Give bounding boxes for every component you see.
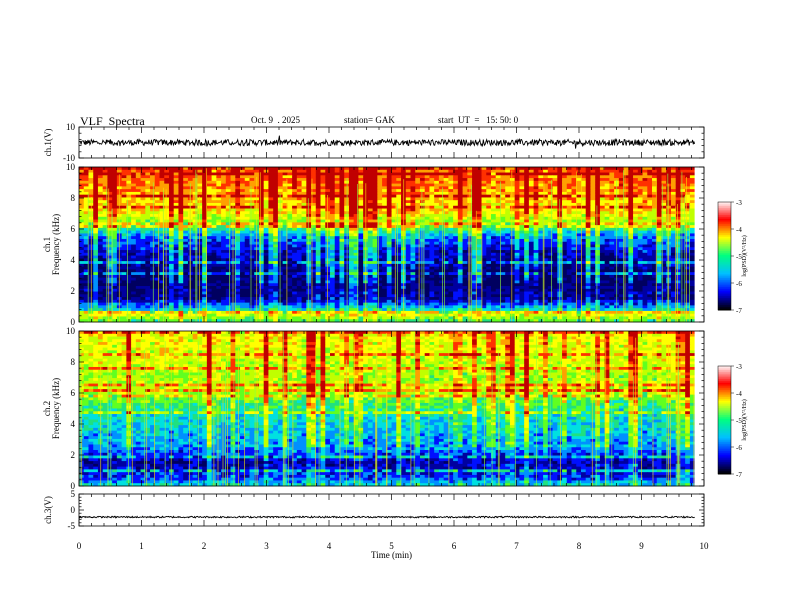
ch2-spectrogram-ytick-label: 2 [71, 450, 76, 460]
ch1-waveform-line [78, 135, 696, 149]
ch1-spectrogram-ylabel: Frequency (kHz) [51, 214, 61, 275]
ch1-spectrogram-colorbar-tick: -4 [736, 226, 742, 234]
ch2-spectrogram-ylabel: Frequency (kHz) [51, 378, 61, 439]
ch2-spectrogram-panel-label: ch.2 [42, 401, 52, 416]
ch1-spectrogram-colorbar-tick: -6 [736, 280, 742, 288]
x-axis-label: Time (min) [371, 550, 412, 560]
station-label: station= GAK [344, 115, 395, 125]
x-tick-label: 7 [514, 541, 519, 551]
ch2-spectrogram-colorbar-tick: -3 [736, 363, 742, 371]
ch2-spectrogram-ytick-label: 8 [71, 357, 76, 367]
x-tick-label: 8 [577, 541, 582, 551]
ch2-spectrogram-ytick-label: 0 [71, 481, 76, 491]
x-tick-label: 6 [452, 541, 457, 551]
ch2-spectrogram-colorbar-tick: -6 [736, 444, 742, 452]
ch2-spectrogram-colorbar-tick: -7 [736, 471, 742, 479]
x-tick-label: 10 [700, 541, 710, 551]
ch1-spectrogram-ytick-label: 8 [71, 193, 76, 203]
x-tick-label: 2 [202, 541, 207, 551]
x-tick-label: 9 [639, 541, 644, 551]
x-tick-label: 3 [264, 541, 269, 551]
ch2-spectrogram-ytick-label: 10 [66, 326, 76, 336]
ch3-waveform-ytick-label: 0 [71, 505, 76, 515]
ch2-spectrogram-ticks [78, 330, 705, 487]
ch2-spectrogram-colorbar-label: log(PSD)(V²/Hz) [741, 399, 748, 440]
ch2-spectrogram-colorbar-tick: -4 [736, 390, 742, 398]
ch3-waveform-ticks [78, 493, 705, 527]
ch1-spectrogram-colorbar-tick: -3 [736, 199, 742, 207]
ch1-waveform-ticks [78, 126, 705, 159]
x-tick-label: 0 [77, 541, 82, 551]
start-time-label: start UT = 15: 50: 0 [438, 115, 519, 125]
ch1-waveform-ylabel: ch.1(V) [43, 129, 53, 157]
ch3-waveform-ytick-label: -5 [68, 521, 76, 531]
ch1-spectrogram-cells [79, 167, 696, 323]
ch1-spectrogram-colorbar: -3 -4 -5 -6 -7 log(PSD)(V²/Hz) [717, 199, 748, 315]
ch1-spectrogram-sferics [87, 168, 690, 322]
ch1-waveform-ytick-label: -10 [63, 153, 75, 163]
ch1-spectrogram-ytick-label: 6 [71, 224, 76, 234]
ch1-spectrogram-ytick-label: 2 [71, 286, 76, 296]
ch3-waveform-line [78, 515, 695, 519]
ch2-spectrogram-colorbar-tick: -5 [736, 417, 742, 425]
ch1-spectrogram-ticks [78, 166, 705, 323]
x-tick-label: 1 [139, 541, 144, 551]
x-tick-label: 5 [389, 541, 394, 551]
ch1-spectrogram-colorbar-label: log(PSD)(V²/Hz) [741, 235, 748, 276]
ch1-spectrogram-panel-label: ch.1 [42, 237, 52, 252]
figure-title: VLF Spectra [80, 114, 145, 128]
ch1-spectrogram-ytick-label: 4 [71, 255, 76, 265]
date-label: Oct. 9 . 2025 [251, 115, 300, 125]
ch1-spectrogram-colorbar-tick: -5 [736, 253, 742, 261]
ch2-spectrogram-sferics [79, 331, 695, 486]
ch1-spectrogram-nodata [694, 167, 704, 322]
ch2-spectrogram-ytick-label: 6 [71, 388, 76, 398]
ch1-waveform-ytick-label: 10 [66, 122, 76, 132]
ch2-spectrogram-ytick-label: 4 [71, 419, 76, 429]
x-tick-label: 4 [327, 541, 332, 551]
ch2-spectrogram-nodata [694, 331, 704, 486]
ch1-spectrogram-ytick-label: 0 [71, 317, 76, 327]
ch3-waveform-ylabel: ch.3(V) [43, 496, 53, 524]
ch1-spectrogram-colorbar-tick: -7 [736, 307, 742, 315]
ch1-spectrogram-ytick-label: 10 [66, 162, 76, 172]
ch3-waveform-ytick-label: 5 [71, 489, 76, 499]
ch2-spectrogram-colorbar: -3 -4 -5 -6 -7 log(PSD)(V²/Hz) [717, 363, 748, 479]
